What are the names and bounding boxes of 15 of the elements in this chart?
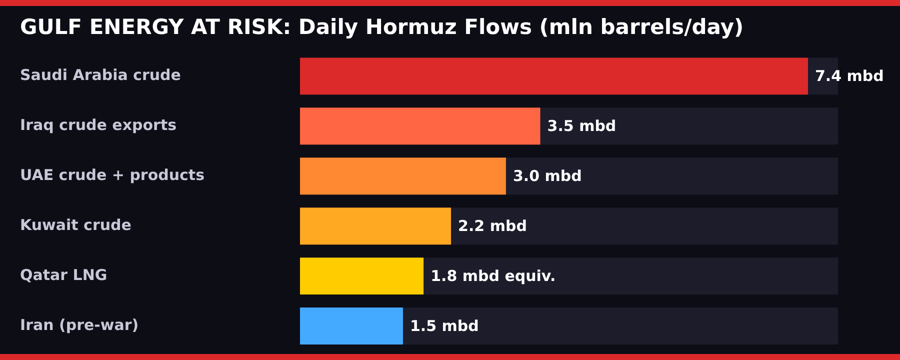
chart-title: GULF ENERGY AT RISK: Daily Hormuz Flows (mln barrels/day) <box>20 15 744 40</box>
y-tick-label: UAE crude + products <box>20 166 205 184</box>
data-label: 2.2 mbd <box>458 216 527 235</box>
y-tick-label: Kuwait crude <box>20 216 132 234</box>
y-tick-label: Iran (pre-war) <box>20 316 139 334</box>
y-tick-label: Iraq crude exports <box>20 116 177 134</box>
y-tick-label: Qatar LNG <box>20 266 108 284</box>
data-label: 3.0 mbd <box>512 167 582 186</box>
data-label: 3.5 mbd <box>547 117 616 136</box>
data-label: 1.5 mbd <box>410 316 479 335</box>
bar <box>300 258 424 295</box>
y-tick-label: Saudi Arabia crude <box>20 66 181 84</box>
bar <box>300 308 403 345</box>
data-label: 7.4 mbd <box>815 67 884 86</box>
data-label: 1.8 mbd equiv. <box>430 266 556 285</box>
